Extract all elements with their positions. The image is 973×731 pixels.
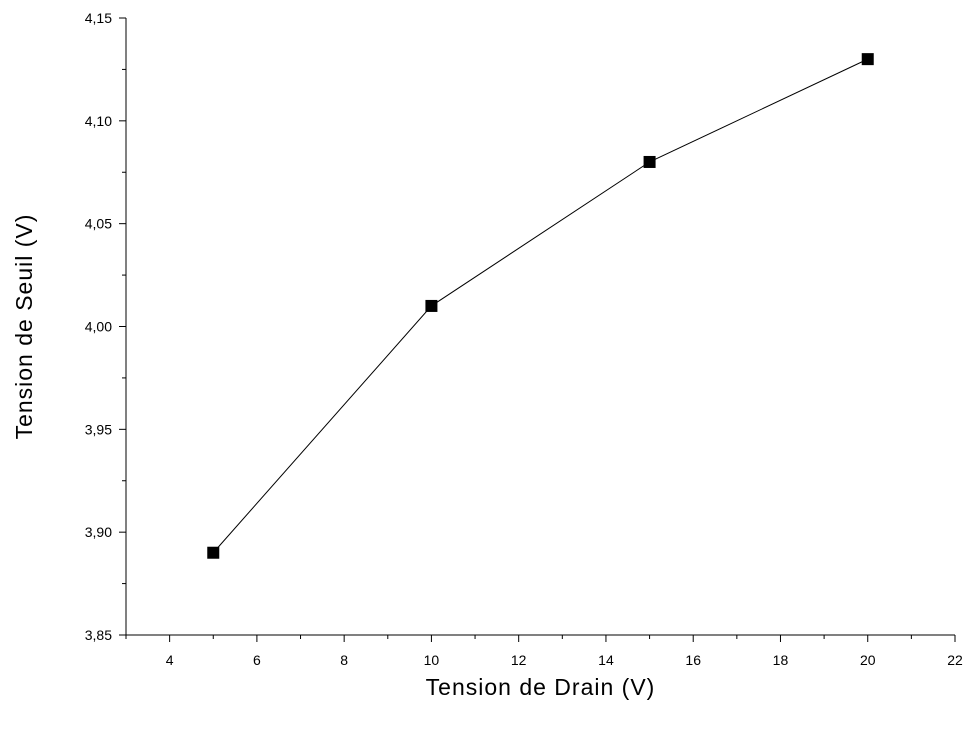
y-axis-title: Tension de Seuil (V) [11,214,37,440]
y-tick-label: 4,10 [85,113,112,129]
y-tick-label: 4,15 [85,10,112,26]
x-axis-title: Tension de Drain (V) [426,674,656,700]
data-point-marker [207,546,220,559]
x-tick-label: 16 [685,652,701,668]
x-tick-label: 20 [860,652,876,668]
x-tick-label: 22 [947,652,963,668]
x-tick-label: 6 [253,652,261,668]
axes [125,18,955,636]
y-tick-label: 3,85 [85,627,112,643]
data-point-marker [643,155,656,168]
x-tick-label: 10 [424,652,440,668]
x-tick-label: 8 [340,652,348,668]
y-axis-ticks: 3,85 3,90 3,95 4,00 4,05 4,10 4,15 [85,10,126,643]
data-point-marker [425,299,438,312]
x-tick-label: 18 [773,652,789,668]
x-axis-ticks: 4 6 8 10 12 14 16 18 20 22 [125,635,963,668]
y-tick-label: 3,90 [85,524,112,540]
x-tick-label: 12 [511,652,527,668]
series-line [212,58,868,554]
y-tick-label: 3,95 [85,421,112,437]
y-tick-label: 4,00 [85,319,112,335]
x-tick-label: 4 [166,652,174,668]
series-layer [207,53,874,559]
y-tick-label: 4,05 [85,216,112,232]
x-tick-label: 14 [598,652,614,668]
data-point-marker [861,53,874,66]
